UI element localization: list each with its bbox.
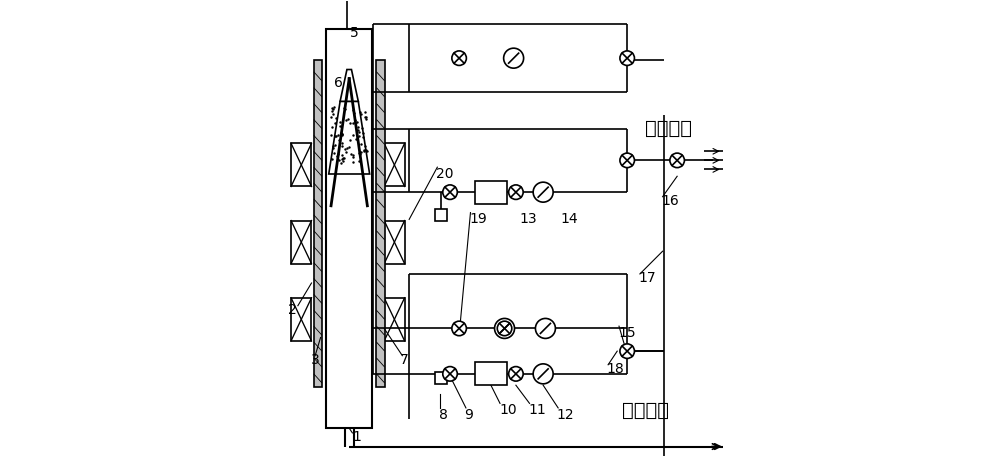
- Text: 8: 8: [439, 408, 448, 422]
- Circle shape: [620, 51, 634, 65]
- Text: 17: 17: [639, 271, 656, 286]
- Bar: [384, 298, 405, 341]
- Bar: [435, 209, 447, 221]
- Text: 16: 16: [661, 194, 679, 208]
- Bar: [291, 221, 311, 264]
- Text: 19: 19: [469, 213, 487, 226]
- Circle shape: [504, 48, 524, 68]
- Bar: [384, 143, 405, 186]
- Circle shape: [533, 364, 553, 384]
- Text: 12: 12: [557, 408, 574, 422]
- Circle shape: [443, 185, 457, 199]
- Bar: [376, 60, 385, 388]
- Circle shape: [452, 51, 466, 65]
- Circle shape: [509, 367, 523, 381]
- Bar: [291, 143, 311, 186]
- Circle shape: [497, 321, 512, 336]
- Circle shape: [509, 185, 523, 199]
- Circle shape: [620, 344, 634, 358]
- Circle shape: [443, 367, 457, 381]
- Text: 13: 13: [520, 213, 537, 226]
- Bar: [314, 60, 322, 388]
- Bar: [384, 221, 405, 264]
- Bar: [475, 181, 507, 203]
- Text: 20: 20: [436, 167, 453, 181]
- Text: 10: 10: [499, 403, 517, 417]
- Bar: [326, 29, 372, 428]
- Bar: [435, 372, 447, 384]
- Circle shape: [495, 319, 515, 339]
- Text: 4: 4: [346, 131, 354, 145]
- Text: 2: 2: [288, 303, 297, 317]
- Circle shape: [620, 153, 634, 168]
- Bar: [475, 362, 507, 385]
- Text: 9: 9: [464, 408, 473, 422]
- Text: 入口气体: 入口气体: [645, 119, 692, 138]
- Polygon shape: [340, 69, 358, 101]
- Circle shape: [452, 321, 466, 336]
- Text: 1: 1: [352, 430, 361, 445]
- Text: 出口气体: 出口气体: [622, 401, 669, 420]
- Text: 6: 6: [334, 76, 343, 90]
- Text: 14: 14: [560, 213, 578, 226]
- Circle shape: [533, 182, 553, 202]
- Text: 11: 11: [528, 403, 546, 417]
- Text: 18: 18: [607, 362, 624, 376]
- Text: 7: 7: [400, 353, 409, 367]
- Bar: [291, 298, 311, 341]
- Text: 15: 15: [618, 326, 636, 340]
- Circle shape: [535, 319, 555, 339]
- Circle shape: [670, 153, 684, 168]
- Polygon shape: [329, 101, 370, 174]
- Text: 5: 5: [350, 26, 359, 40]
- Text: 3: 3: [311, 353, 319, 367]
